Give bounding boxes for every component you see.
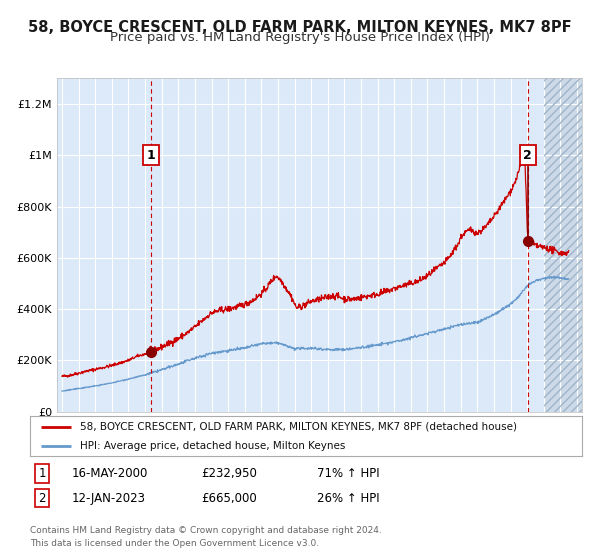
Text: 2: 2 [523, 149, 532, 162]
Text: 58, BOYCE CRESCENT, OLD FARM PARK, MILTON KEYNES, MK7 8PF: 58, BOYCE CRESCENT, OLD FARM PARK, MILTO… [28, 20, 572, 35]
Text: 1: 1 [147, 149, 155, 162]
Text: This data is licensed under the Open Government Licence v3.0.: This data is licensed under the Open Gov… [30, 539, 319, 548]
Text: 2: 2 [38, 492, 46, 505]
Text: 12-JAN-2023: 12-JAN-2023 [71, 492, 145, 505]
Text: 1: 1 [38, 467, 46, 480]
Bar [544, 78, 582, 412]
Text: £665,000: £665,000 [201, 492, 257, 505]
Text: £232,950: £232,950 [201, 467, 257, 480]
Text: 58, BOYCE CRESCENT, OLD FARM PARK, MILTON KEYNES, MK7 8PF (detached house): 58, BOYCE CRESCENT, OLD FARM PARK, MILTO… [80, 422, 517, 432]
Text: HPI: Average price, detached house, Milton Keynes: HPI: Average price, detached house, Milt… [80, 441, 345, 450]
Text: Price paid vs. HM Land Registry's House Price Index (HPI): Price paid vs. HM Land Registry's House … [110, 31, 490, 44]
Text: Contains HM Land Registry data © Crown copyright and database right 2024.: Contains HM Land Registry data © Crown c… [30, 526, 382, 535]
Bar [544, 78, 582, 412]
Text: 26% ↑ HPI: 26% ↑ HPI [317, 492, 380, 505]
Text: 16-MAY-2000: 16-MAY-2000 [71, 467, 148, 480]
Text: 71% ↑ HPI: 71% ↑ HPI [317, 467, 380, 480]
